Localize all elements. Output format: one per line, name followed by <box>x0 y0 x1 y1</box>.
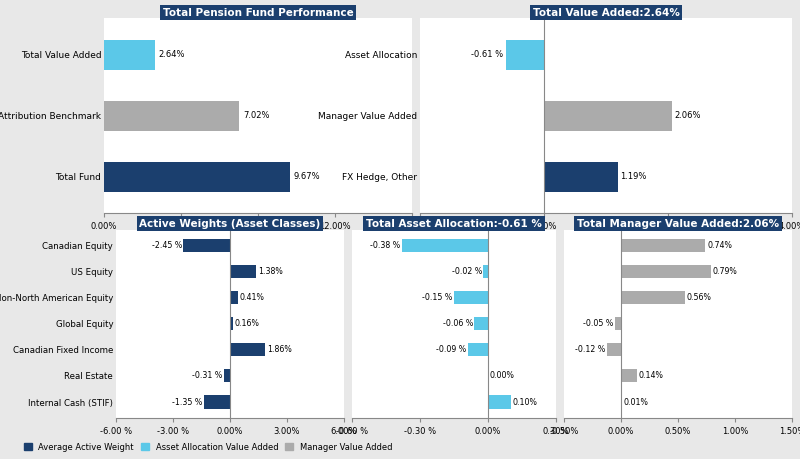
Text: 0.79%: 0.79% <box>713 267 738 276</box>
Text: 2.64%: 2.64% <box>158 50 185 59</box>
Bar <box>183 239 230 252</box>
Text: 0.00%: 0.00% <box>490 371 514 381</box>
Text: 1.19%: 1.19% <box>621 173 647 181</box>
Text: 0.10%: 0.10% <box>512 397 537 407</box>
Bar <box>544 101 672 131</box>
Title: Total Pension Fund Performance: Total Pension Fund Performance <box>162 8 354 17</box>
Bar <box>474 317 488 330</box>
Text: 7.02%: 7.02% <box>243 112 270 120</box>
Bar <box>104 39 155 70</box>
Bar <box>402 239 488 252</box>
Text: 2.06%: 2.06% <box>674 112 701 120</box>
Text: 1.38%: 1.38% <box>258 267 282 276</box>
Text: 9.67%: 9.67% <box>294 173 321 181</box>
Text: -0.38 %: -0.38 % <box>370 241 400 250</box>
Bar <box>621 291 685 304</box>
Text: 0.74%: 0.74% <box>707 241 732 250</box>
Title: Active Weights (Asset Classes): Active Weights (Asset Classes) <box>139 219 321 229</box>
Bar <box>615 317 621 330</box>
Bar <box>204 396 230 409</box>
Bar <box>506 39 544 70</box>
Text: -0.06 %: -0.06 % <box>442 319 473 328</box>
Text: 0.01%: 0.01% <box>624 397 649 407</box>
Text: 0.16%: 0.16% <box>234 319 259 328</box>
Text: -2.45 %: -2.45 % <box>151 241 182 250</box>
Bar <box>488 396 510 409</box>
Text: -0.15 %: -0.15 % <box>422 293 453 302</box>
Title: Total Value Added:2.64%: Total Value Added:2.64% <box>533 8 679 17</box>
Text: -0.12 %: -0.12 % <box>575 345 606 354</box>
Bar <box>230 265 256 278</box>
Bar <box>621 369 637 382</box>
Bar <box>454 291 488 304</box>
Bar <box>230 317 233 330</box>
Bar <box>224 369 230 382</box>
Bar <box>607 343 621 356</box>
Bar <box>483 265 488 278</box>
Text: -0.31 %: -0.31 % <box>192 371 222 381</box>
Title: Total Manager Value Added:2.06%: Total Manager Value Added:2.06% <box>577 219 779 229</box>
Bar <box>621 239 706 252</box>
Bar <box>230 291 238 304</box>
Text: -0.09 %: -0.09 % <box>436 345 466 354</box>
Bar <box>104 101 239 131</box>
Bar <box>544 162 618 192</box>
Legend: Average Active Weight, Asset Allocation Value Added, Manager Value Added: Average Active Weight, Asset Allocation … <box>20 439 396 455</box>
Title: Total Asset Allocation:-0.61 %: Total Asset Allocation:-0.61 % <box>366 219 542 229</box>
Bar <box>230 343 266 356</box>
Text: -0.05 %: -0.05 % <box>583 319 614 328</box>
Bar <box>621 396 622 409</box>
Text: 0.56%: 0.56% <box>686 293 711 302</box>
Bar <box>467 343 488 356</box>
Bar <box>104 162 290 192</box>
Text: 0.41%: 0.41% <box>239 293 264 302</box>
Bar <box>621 265 711 278</box>
Text: 1.86%: 1.86% <box>267 345 292 354</box>
Text: 0.14%: 0.14% <box>638 371 663 381</box>
Text: -0.02 %: -0.02 % <box>452 267 482 276</box>
Text: -1.35 %: -1.35 % <box>173 397 202 407</box>
Text: -0.61 %: -0.61 % <box>471 50 503 59</box>
